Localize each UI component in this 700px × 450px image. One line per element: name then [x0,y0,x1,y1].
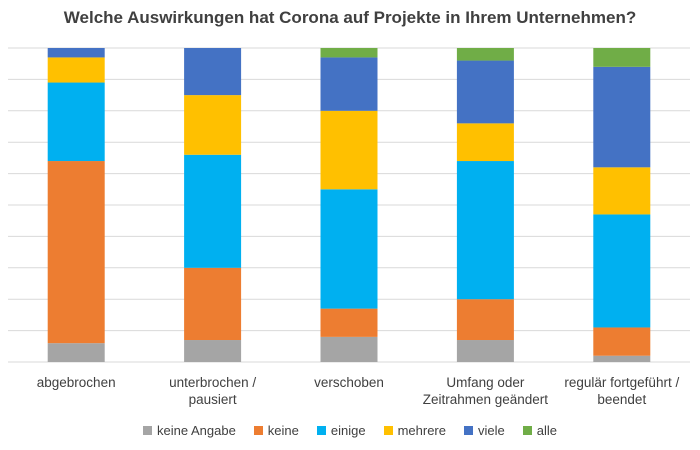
bar-segment [456,299,514,341]
bar-segment [47,57,105,83]
bar-segment [593,355,651,362]
legend-swatch [143,426,152,435]
bar-segment [47,82,105,162]
legend-item: einige [316,423,366,438]
bar-segment [456,60,514,124]
legend-label: viele [478,423,505,438]
category-label: Umfang oder Zeitrahmen geändert [422,375,549,407]
bar-segment [320,189,378,309]
bar-segment [456,161,514,300]
bar-segment [593,167,651,215]
legend-swatch [253,426,263,435]
bar-segment [593,327,651,356]
chart-title: Welche Auswirkungen hat Corona auf Proje… [63,8,637,27]
bar-segment [320,308,378,337]
bar-segment [184,95,242,155]
legend-label: alle [536,423,557,438]
legend-label: keine Angabe [157,423,236,438]
bar-segment [593,66,651,168]
bars [47,48,651,362]
bar-segment [320,110,378,190]
bar-segment [184,340,242,362]
bar-segment [593,48,651,67]
bar-segment [47,48,105,58]
legend-label: einige [330,423,366,438]
legend-swatch [316,426,326,435]
legend-item: keine Angabe [143,423,236,438]
legend-item: keine [253,423,299,438]
legend-label: mehrere [397,423,446,438]
legend-swatch [464,426,473,435]
legend-item: alle [522,423,557,438]
bar-segment [320,57,378,111]
category-label: abgebrochen [36,375,116,390]
bar-segment [184,154,242,268]
legend-item: mehrere [383,423,446,438]
bar-segment [456,123,514,162]
legend-item: viele [464,423,505,438]
category-label: verschoben [314,375,384,390]
bar-segment [320,336,378,362]
bar-segment [47,343,105,362]
bar-segment [593,214,651,328]
legend-label: keine [267,423,299,438]
bar-segment [184,267,242,341]
bar-segment [320,48,378,58]
bar-segment [184,48,242,96]
bar-segment [456,48,514,61]
bar-segment [456,340,514,362]
bar-segment [47,161,105,344]
legend-swatch [383,426,393,435]
legend-swatch [522,426,532,435]
legend: keine Angabe keine einige mehrere viele alle [0,423,700,438]
category-label: unterbrochen / pausiert [169,375,257,407]
category-label: regulär fortgeführt / beendet [564,375,680,407]
